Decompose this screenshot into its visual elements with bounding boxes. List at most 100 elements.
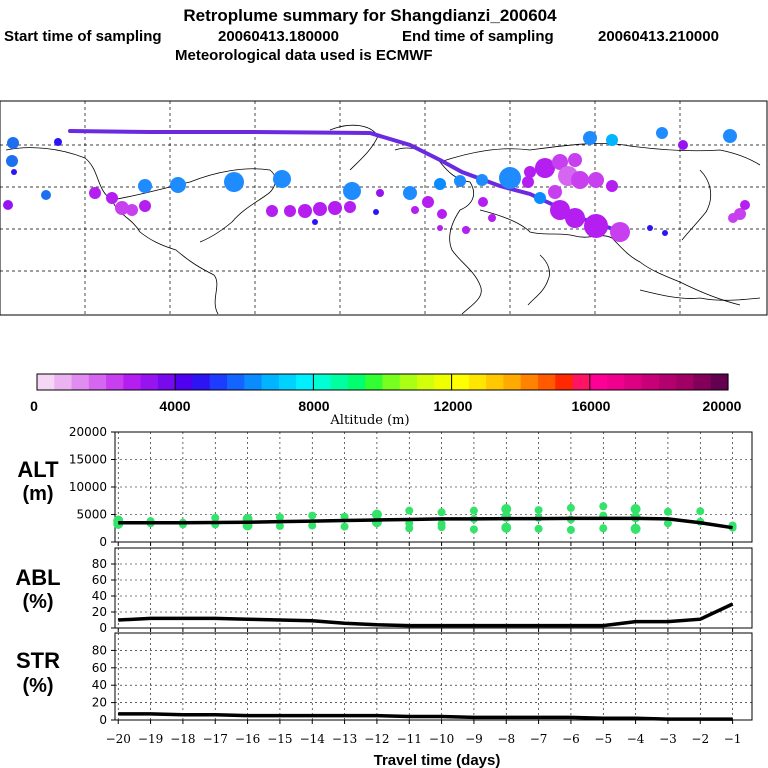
plume-marker	[723, 129, 737, 143]
plume-marker	[139, 200, 151, 212]
plume-marker	[462, 226, 470, 234]
x-tick-label: −6	[562, 732, 580, 746]
asia-east-coast	[681, 169, 712, 241]
plume-marker	[499, 167, 521, 189]
x-tick-label: −2	[691, 732, 709, 746]
x-tick-label: −18	[170, 732, 195, 746]
plume-marker	[115, 201, 129, 215]
plume-marker	[89, 187, 101, 199]
plume-marker	[522, 176, 534, 188]
colorbar-swatch	[589, 374, 608, 390]
chart-title: Retroplume summary for Shangdianzi_20060…	[183, 6, 557, 25]
plume-marker	[678, 140, 688, 150]
x-tick-label: −15	[267, 732, 292, 746]
start-time-value: 20060413.180000	[218, 28, 339, 45]
alt-marker	[405, 524, 414, 533]
alt-marker	[534, 506, 543, 515]
plume-marker	[6, 155, 18, 167]
colorbar-swatch	[417, 374, 435, 390]
colorbar-swatch	[382, 374, 401, 390]
alt-marker	[275, 513, 284, 522]
plume-marker	[454, 175, 466, 187]
y-tick-label: 80	[92, 557, 107, 571]
colorbar-tick-8000: 8000	[298, 398, 329, 414]
y-tick-label: 5000	[76, 508, 107, 522]
colorbar-swatch	[244, 374, 263, 390]
colorbar-swatch	[347, 374, 366, 390]
plume-marker	[41, 190, 51, 200]
plume-marker	[740, 200, 750, 210]
x-tick-label: −11	[397, 732, 422, 746]
x-tick-label: −13	[332, 732, 357, 746]
colorbar-tick-20000: 20000	[703, 398, 742, 414]
colorbar-swatch	[676, 374, 695, 390]
colorbar-swatch	[140, 374, 159, 390]
plume-marker	[298, 204, 312, 218]
plume-marker	[344, 201, 356, 213]
colorbar-swatch	[607, 374, 625, 390]
plume-marker	[411, 206, 419, 214]
x-tick-label: −7	[530, 732, 548, 746]
alt-marker	[534, 524, 543, 533]
y-tick-label: 10000	[69, 480, 107, 494]
plume-marker	[224, 172, 244, 192]
y-tick-label: 40	[92, 589, 107, 603]
x-tick-label: −20	[106, 732, 131, 746]
alt-marker	[340, 522, 349, 531]
plume-marker	[54, 138, 62, 146]
x-axis-label: Travel time (days)	[374, 752, 501, 768]
colorbar-swatch	[468, 374, 487, 390]
alt-marker	[501, 504, 512, 514]
plume-marker	[437, 225, 443, 231]
x-tick-label: −17	[203, 732, 228, 746]
colorbar-swatch	[572, 374, 591, 390]
x-tick-label: −10	[429, 732, 454, 746]
plume-marker	[571, 171, 589, 189]
north-america-coast	[5, 147, 219, 315]
alt-ylabel-line1: ALT	[17, 457, 59, 482]
alt-marker	[599, 502, 608, 511]
plume-marker	[548, 185, 562, 199]
y-tick-label: 0	[99, 535, 107, 549]
y-tick-label: 20000	[69, 425, 107, 439]
plume-markers	[3, 127, 750, 242]
colorbar-swatch	[123, 374, 142, 390]
colorbar-swatch	[106, 374, 124, 390]
colorbar-swatch	[209, 374, 228, 390]
alt-marker	[437, 523, 446, 532]
plume-marker	[647, 225, 653, 231]
plume-marker	[478, 197, 488, 207]
plume-marker	[524, 166, 536, 178]
alt-marker	[211, 513, 220, 522]
colorbar-tick-4000: 4000	[159, 398, 190, 414]
plume-marker	[568, 153, 582, 167]
plume-marker	[728, 213, 738, 223]
x-tick-label: −1	[724, 732, 742, 746]
alt-marker	[663, 507, 672, 516]
plume-marker	[610, 222, 630, 242]
colorbar-swatch	[71, 374, 90, 390]
plume-marker	[376, 189, 384, 197]
plume-marker	[656, 127, 668, 139]
plume-marker	[606, 134, 618, 146]
colorbar-swatch	[88, 374, 107, 390]
colorbar-swatch	[227, 374, 245, 390]
alt-marker	[501, 522, 512, 533]
alt-marker	[308, 511, 317, 520]
plume-marker	[126, 204, 138, 216]
alt-marker	[566, 525, 575, 534]
india-coast	[527, 254, 550, 306]
colorbar-tick-16000: 16000	[572, 398, 611, 414]
y-tick-label: 0	[99, 621, 107, 635]
colorbar-swatch	[399, 374, 418, 390]
plume-marker	[273, 170, 291, 188]
alt-mean-line	[118, 516, 733, 530]
abl-ylabel-line1: ABL	[15, 565, 60, 590]
x-tick-label: −4	[627, 732, 645, 746]
str-panel-frame	[114, 632, 753, 721]
x-tick-label: −12	[364, 732, 389, 746]
plume-marker	[534, 192, 546, 204]
colorbar-swatch	[157, 374, 176, 390]
y-tick-label: 0	[99, 713, 107, 727]
